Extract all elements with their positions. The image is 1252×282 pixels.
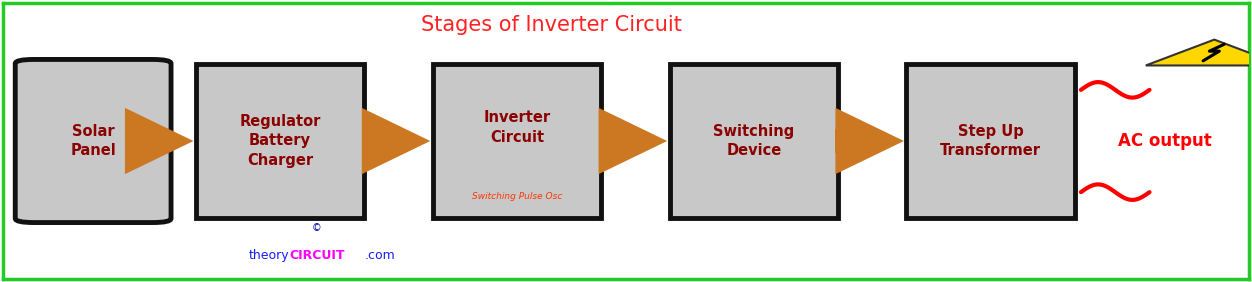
Text: CIRCUIT: CIRCUIT (289, 249, 346, 262)
FancyBboxPatch shape (598, 129, 603, 153)
FancyBboxPatch shape (670, 64, 838, 218)
FancyBboxPatch shape (197, 64, 364, 218)
Polygon shape (125, 108, 194, 174)
Text: Stages of Inverter Circuit: Stages of Inverter Circuit (421, 15, 681, 35)
FancyBboxPatch shape (15, 60, 172, 222)
Text: Switching Pulse Osc: Switching Pulse Osc (472, 192, 562, 201)
FancyBboxPatch shape (362, 129, 367, 153)
Text: .com: .com (364, 249, 394, 262)
Text: theory: theory (249, 249, 289, 262)
Text: ©: © (312, 223, 322, 233)
FancyBboxPatch shape (433, 64, 601, 218)
Polygon shape (598, 108, 667, 174)
FancyBboxPatch shape (125, 129, 154, 153)
FancyBboxPatch shape (835, 129, 840, 153)
Polygon shape (1146, 39, 1252, 65)
Text: Inverter
Circuit: Inverter Circuit (483, 110, 551, 145)
Text: Step Up
Transformer: Step Up Transformer (940, 124, 1042, 158)
FancyBboxPatch shape (906, 64, 1074, 218)
Text: Switching
Device: Switching Device (714, 124, 794, 158)
Text: Regulator
Battery
Charger: Regulator Battery Charger (239, 114, 321, 168)
Polygon shape (835, 108, 904, 174)
Text: Solar
Panel: Solar Panel (70, 124, 116, 158)
Polygon shape (362, 108, 431, 174)
Text: AC output: AC output (1118, 132, 1212, 150)
